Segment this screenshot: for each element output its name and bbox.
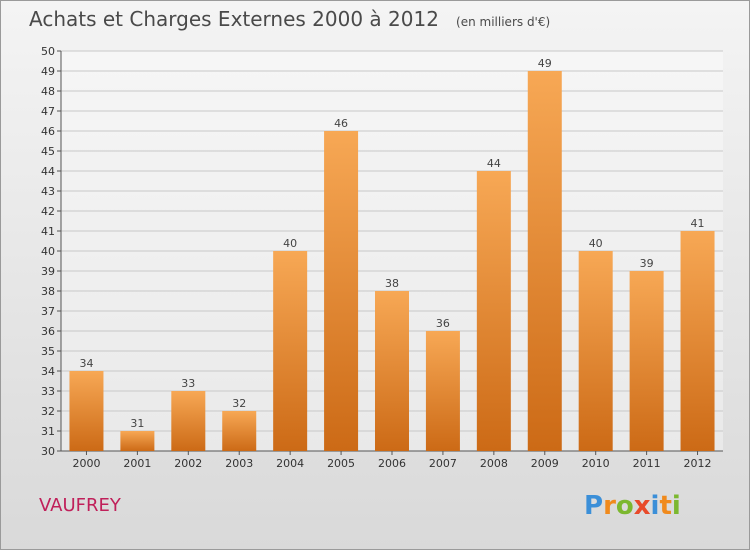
bar	[425, 331, 460, 451]
x-tick-label: 2001	[123, 457, 151, 470]
bar	[120, 431, 155, 451]
y-tick-label: 31	[41, 425, 55, 438]
x-tick-label: 2005	[327, 457, 355, 470]
y-tick-label: 45	[41, 145, 55, 158]
bar	[680, 231, 715, 451]
y-tick-label: 39	[41, 265, 55, 278]
x-tick-label: 2000	[72, 457, 100, 470]
bar	[578, 251, 613, 451]
bar	[69, 371, 104, 451]
bar	[273, 251, 308, 451]
x-tick-label: 2006	[378, 457, 406, 470]
x-tick-label: 2002	[174, 457, 202, 470]
x-tick-label: 2004	[276, 457, 304, 470]
value-label: 49	[538, 57, 552, 70]
bar	[476, 171, 511, 451]
logo-letter: P	[584, 491, 604, 521]
y-tick-label: 30	[41, 445, 55, 458]
y-tick-label: 37	[41, 305, 55, 318]
value-label: 46	[334, 117, 348, 130]
value-label: 38	[385, 277, 399, 290]
y-tick-label: 36	[41, 325, 55, 338]
value-label: 31	[130, 417, 144, 430]
y-tick-label: 50	[41, 45, 55, 58]
bar	[222, 411, 257, 451]
y-tick-label: 48	[41, 85, 55, 98]
chart-title: Achats et Charges Externes 2000 à 2012	[29, 7, 439, 31]
x-tick-label: 2007	[429, 457, 457, 470]
y-tick-label: 49	[41, 65, 55, 78]
location-label: VAUFREY	[39, 495, 121, 516]
bar	[527, 71, 562, 451]
y-tick-label: 32	[41, 405, 55, 418]
proxiti-logo: Proxiti	[584, 491, 681, 521]
value-label: 40	[589, 237, 603, 250]
y-tick-label: 44	[41, 165, 55, 178]
logo-letter: t	[659, 491, 672, 521]
bar	[324, 131, 359, 451]
chart-subtitle: (en milliers d'€)	[456, 15, 551, 29]
logo-letter: r	[603, 491, 616, 521]
value-label: 34	[79, 357, 93, 370]
value-label: 33	[181, 377, 195, 390]
x-tick-label: 2012	[684, 457, 712, 470]
value-label: 40	[283, 237, 297, 250]
logo-letter: x	[633, 491, 651, 521]
y-tick-label: 42	[41, 205, 55, 218]
value-label: 32	[232, 397, 246, 410]
x-tick-label: 2009	[531, 457, 559, 470]
y-tick-label: 34	[41, 365, 55, 378]
value-label: 39	[640, 257, 654, 270]
y-tick-label: 41	[41, 225, 55, 238]
x-tick-label: 2003	[225, 457, 253, 470]
y-tick-label: 38	[41, 285, 55, 298]
value-label: 41	[691, 217, 705, 230]
x-tick-label: 2011	[633, 457, 661, 470]
x-tick-label: 2010	[582, 457, 610, 470]
y-tick-label: 33	[41, 385, 55, 398]
bar	[629, 271, 664, 451]
y-tick-label: 43	[41, 185, 55, 198]
value-label: 44	[487, 157, 501, 170]
bar	[375, 291, 409, 451]
logo-letter: i	[650, 491, 660, 521]
x-tick-label: 2008	[480, 457, 508, 470]
y-tick-label: 46	[41, 125, 55, 138]
y-tick-label: 40	[41, 245, 55, 258]
y-tick-label: 47	[41, 105, 55, 118]
bar	[171, 391, 206, 451]
logo-letter: o	[615, 491, 634, 521]
value-label: 36	[436, 317, 450, 330]
y-tick-label: 35	[41, 345, 55, 358]
title-row: Achats et Charges Externes 2000 à 2012 (…	[29, 7, 550, 31]
logo-letter: i	[671, 491, 681, 521]
